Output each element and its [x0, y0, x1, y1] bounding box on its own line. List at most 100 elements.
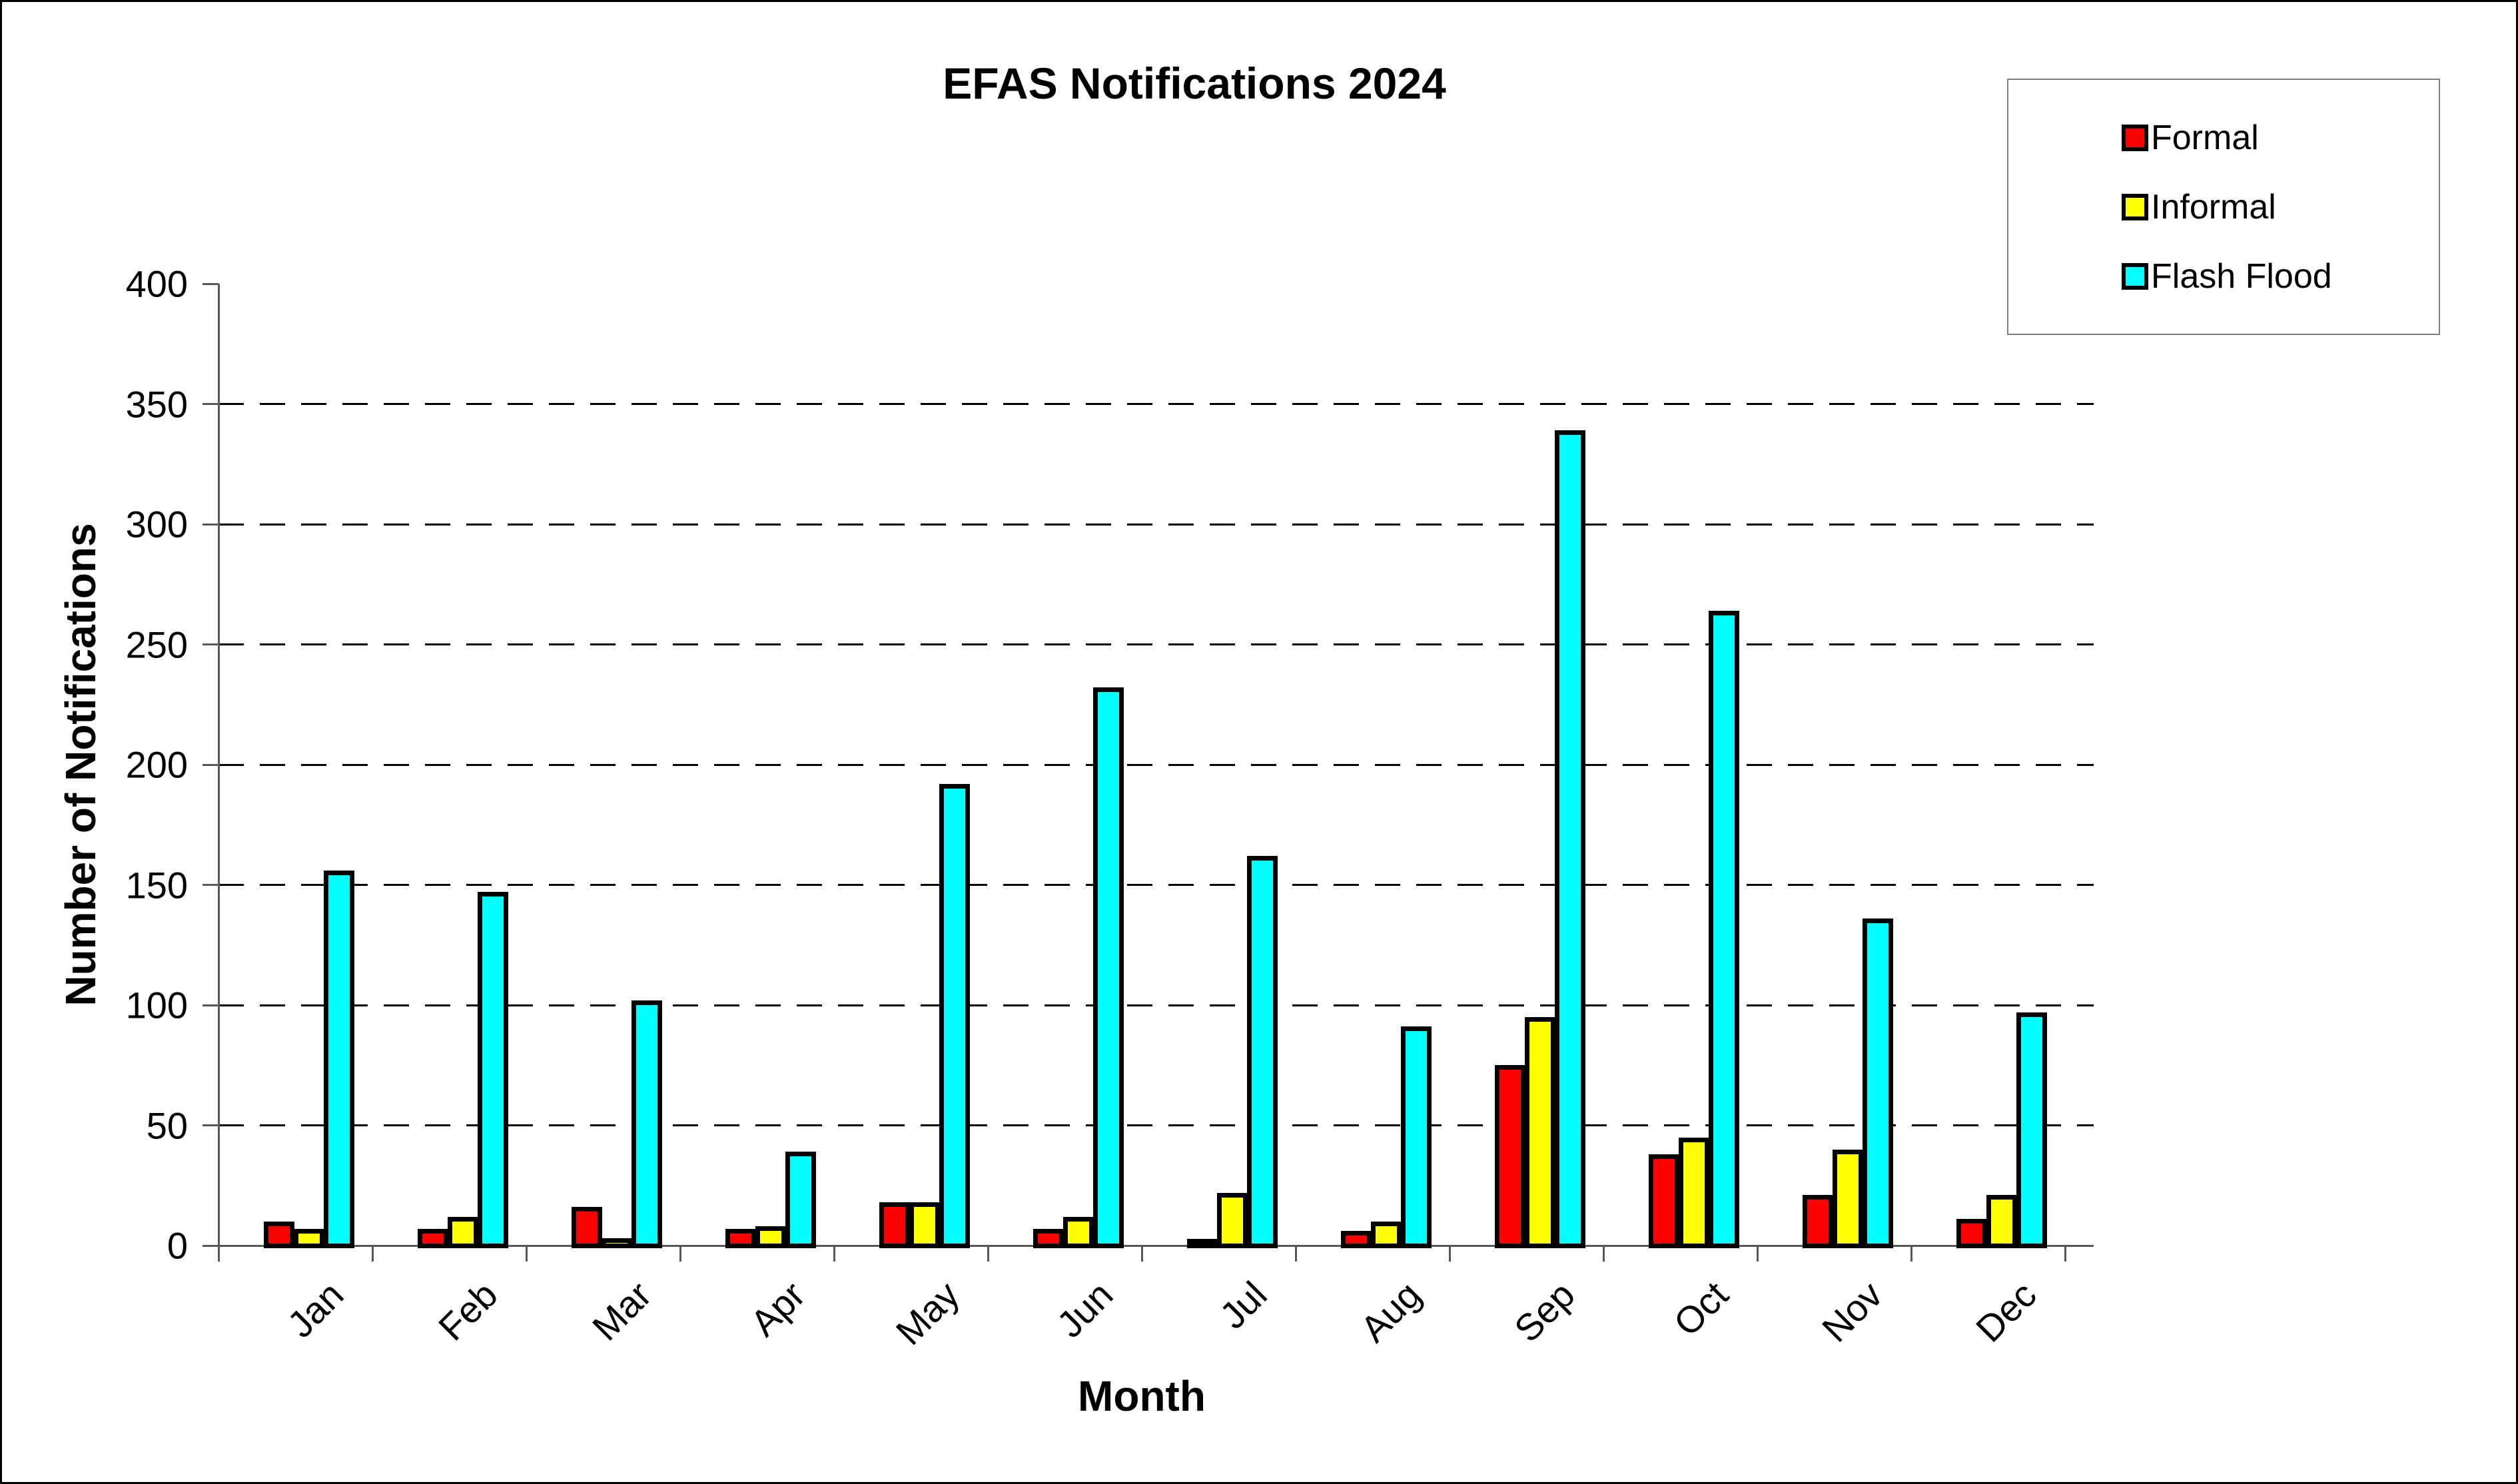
y-tick-label-200: 200 — [125, 743, 188, 786]
x-tick-10 — [1756, 1246, 1759, 1262]
bar-informal-mar — [602, 1238, 632, 1248]
gridline-350 — [218, 403, 2094, 405]
x-tick-4 — [833, 1246, 835, 1262]
x-tick-label-mar: Mar — [584, 1273, 659, 1349]
legend: Formal Informal Flash Flood — [2007, 79, 2440, 335]
x-tick-1 — [371, 1246, 374, 1262]
bar-flash-flood-nov — [1863, 919, 1893, 1248]
bar-flash-flood-feb — [478, 892, 508, 1248]
x-tick-label-jan: Jan — [279, 1273, 352, 1346]
bar-formal-aug — [1341, 1231, 1372, 1248]
gridline-100 — [218, 1004, 2094, 1006]
bar-formal-jun — [1033, 1228, 1064, 1248]
x-axis-title: Month — [1078, 1372, 1206, 1420]
legend-label: Formal — [2151, 118, 2259, 157]
bar-flash-flood-may — [939, 783, 970, 1248]
bar-formal-sep — [1495, 1065, 1525, 1248]
bar-informal-aug — [1371, 1221, 1402, 1248]
y-tick-200 — [203, 763, 218, 766]
y-tick-label-0: 0 — [167, 1224, 188, 1267]
y-tick-label-100: 100 — [125, 984, 188, 1026]
bar-flash-flood-apr — [785, 1152, 816, 1248]
legend-label: Flash Flood — [2151, 256, 2332, 296]
y-tick-100 — [203, 1004, 218, 1006]
legend-label: Informal — [2151, 187, 2276, 226]
y-tick-label-250: 250 — [125, 623, 188, 665]
bar-flash-flood-oct — [1709, 610, 1739, 1248]
bar-formal-nov — [1803, 1195, 1833, 1248]
x-tick-7 — [1294, 1246, 1297, 1262]
bar-flash-flood-jun — [1093, 687, 1124, 1248]
x-tick-8 — [1448, 1246, 1451, 1262]
y-tick-label-350: 350 — [125, 383, 188, 425]
x-tick-11 — [1910, 1246, 1912, 1262]
bar-informal-sep — [1525, 1017, 1555, 1248]
bar-informal-jan — [294, 1228, 324, 1248]
x-tick-label-jul: Jul — [1211, 1273, 1275, 1337]
gridline-200 — [218, 763, 2094, 766]
x-tick-label-feb: Feb — [430, 1273, 506, 1349]
bar-formal-dec — [1956, 1219, 1987, 1248]
gridline-150 — [218, 884, 2094, 886]
bar-formal-oct — [1649, 1154, 1679, 1248]
bar-formal-may — [879, 1202, 910, 1248]
x-tick-2 — [525, 1246, 528, 1262]
y-tick-label-400: 400 — [125, 262, 188, 305]
y-tick-250 — [203, 643, 218, 645]
chart-title: EFAS Notifications 2024 — [943, 59, 1446, 108]
bar-informal-apr — [755, 1226, 786, 1248]
y-tick-label-150: 150 — [125, 864, 188, 906]
bar-flash-flood-aug — [1401, 1026, 1432, 1248]
x-tick-5 — [987, 1246, 989, 1262]
gridline-300 — [218, 523, 2094, 526]
bar-formal-apr — [725, 1228, 756, 1248]
bar-flash-flood-dec — [2016, 1012, 2047, 1248]
y-tick-label-300: 300 — [125, 503, 188, 546]
bar-informal-nov — [1833, 1149, 1863, 1248]
y-tick-150 — [203, 884, 218, 886]
bar-informal-feb — [448, 1216, 478, 1248]
legend-item-formal: Formal — [2122, 121, 2439, 155]
bar-formal-feb — [418, 1228, 448, 1248]
x-tick-label-nov: Nov — [1813, 1273, 1890, 1350]
bar-flash-flood-jul — [1247, 856, 1278, 1248]
legend-swatch-icon — [2122, 262, 2148, 290]
x-tick-label-oct: Oct — [1665, 1273, 1737, 1344]
bar-informal-dec — [1986, 1195, 2017, 1248]
legend-swatch-icon — [2122, 193, 2148, 220]
x-tick-label-may: May — [887, 1273, 967, 1353]
legend-item-flash-flood: Flash Flood — [2122, 259, 2439, 294]
y-tick-0 — [203, 1244, 218, 1247]
bar-informal-may — [909, 1202, 940, 1248]
legend-item-informal: Informal — [2122, 190, 2439, 224]
x-axis-line — [218, 1244, 2094, 1247]
y-axis-title: Number of Notifications — [57, 523, 105, 1006]
bar-informal-oct — [1679, 1137, 1709, 1248]
x-tick-0 — [217, 1246, 220, 1262]
y-tick-label-50: 50 — [146, 1104, 188, 1146]
x-tick-9 — [1602, 1246, 1605, 1262]
bar-flash-flood-mar — [631, 1000, 662, 1248]
bar-flash-flood-sep — [1555, 430, 1585, 1248]
x-tick-6 — [1140, 1246, 1143, 1262]
gridline-50 — [218, 1124, 2094, 1126]
y-tick-400 — [203, 282, 218, 285]
bar-formal-jul — [1187, 1239, 1218, 1248]
bar-flash-flood-jan — [324, 870, 354, 1248]
y-axis-line — [217, 284, 220, 1261]
x-tick-label-dec: Dec — [1967, 1273, 2044, 1350]
bar-formal-mar — [572, 1207, 602, 1248]
x-tick-label-aug: Aug — [1352, 1273, 1429, 1350]
y-tick-350 — [203, 403, 218, 405]
legend-swatch-icon — [2122, 124, 2148, 151]
x-tick-label-apr: Apr — [742, 1273, 813, 1344]
gridline-250 — [218, 643, 2094, 645]
x-tick-12 — [2064, 1246, 2066, 1262]
y-tick-300 — [203, 523, 218, 526]
bar-formal-jan — [264, 1221, 294, 1248]
y-tick-50 — [203, 1124, 218, 1126]
x-tick-3 — [679, 1246, 681, 1262]
bar-informal-jul — [1217, 1192, 1248, 1248]
bar-informal-jun — [1063, 1216, 1094, 1248]
